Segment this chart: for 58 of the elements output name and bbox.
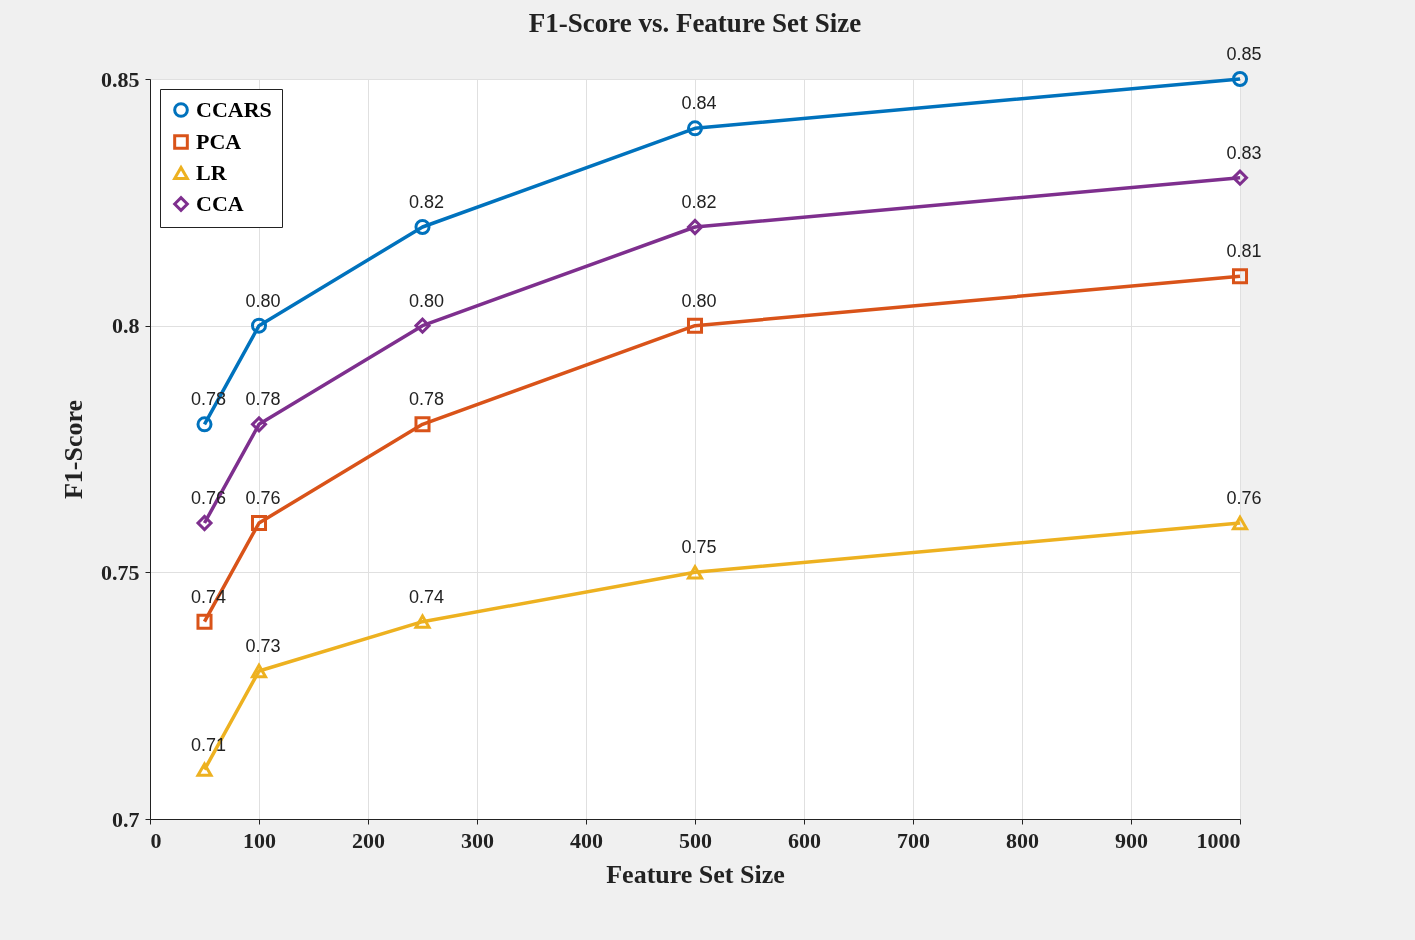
legend-label: CCA <box>196 191 244 216</box>
y-tick-label: 0.8 <box>112 313 140 339</box>
legend-label: PCA <box>196 129 242 154</box>
data-label: 0.85 <box>1226 44 1262 64</box>
point <box>1231 515 1249 531</box>
x-tick-label: 0 <box>150 827 162 853</box>
point <box>1231 70 1249 88</box>
point <box>196 762 213 777</box>
data-label: 0.78 <box>408 389 445 410</box>
point <box>1231 268 1249 285</box>
x-tick-label: 300 <box>461 827 494 853</box>
point <box>1231 169 1249 186</box>
point <box>196 416 213 433</box>
chart-title: F1-Score vs. Feature Set Size <box>528 8 862 38</box>
point <box>414 614 431 629</box>
legend-label: LR <box>196 160 228 185</box>
point <box>686 120 704 137</box>
data-label: 0.75 <box>681 537 717 558</box>
y-tick-label: 0.85 <box>101 66 140 92</box>
data-label: 0.74 <box>408 586 445 607</box>
x-tick-label: 700 <box>897 827 930 853</box>
x-tick-label: 200 <box>352 827 385 853</box>
point <box>686 218 704 236</box>
x-tick-label: 1000 <box>1196 827 1241 853</box>
x-tick-label: 600 <box>788 827 821 853</box>
y-axis-title: F1-Score <box>59 399 88 500</box>
data-label: 0.83 <box>1226 142 1262 163</box>
data-label: 0.84 <box>681 93 717 114</box>
data-label: 0.81 <box>1226 241 1262 262</box>
x-tick-label: 800 <box>1006 827 1039 853</box>
data-label: 0.76 <box>245 488 281 508</box>
data-label: 0.73 <box>245 636 281 656</box>
data-label: 0.78 <box>245 389 281 410</box>
data-label: 0.80 <box>681 290 717 311</box>
x-tick-label: 900 <box>1115 827 1148 853</box>
point <box>196 613 213 630</box>
point <box>250 663 268 679</box>
x-tick-label: 100 <box>243 827 276 853</box>
point <box>414 416 431 433</box>
x-tick-label: 400 <box>570 827 603 853</box>
data-label: 0.82 <box>408 192 445 212</box>
point <box>250 416 268 433</box>
legend-label: CCARS <box>196 97 272 122</box>
point <box>196 514 213 532</box>
data-label: 0.80 <box>245 290 281 311</box>
point <box>414 317 431 334</box>
point <box>686 317 704 334</box>
data-label: 0.80 <box>408 290 445 311</box>
x-tick-label: 500 <box>679 827 712 853</box>
point <box>250 317 268 334</box>
point <box>414 218 431 236</box>
data-label: 0.82 <box>681 192 717 212</box>
x-axis-title: Feature Set Size <box>606 859 785 889</box>
point <box>250 514 268 532</box>
y-tick-label: 0.75 <box>101 559 140 585</box>
point <box>686 565 704 580</box>
y-tick-label: 0.7 <box>112 806 140 832</box>
data-label: 0.76 <box>1226 488 1262 508</box>
